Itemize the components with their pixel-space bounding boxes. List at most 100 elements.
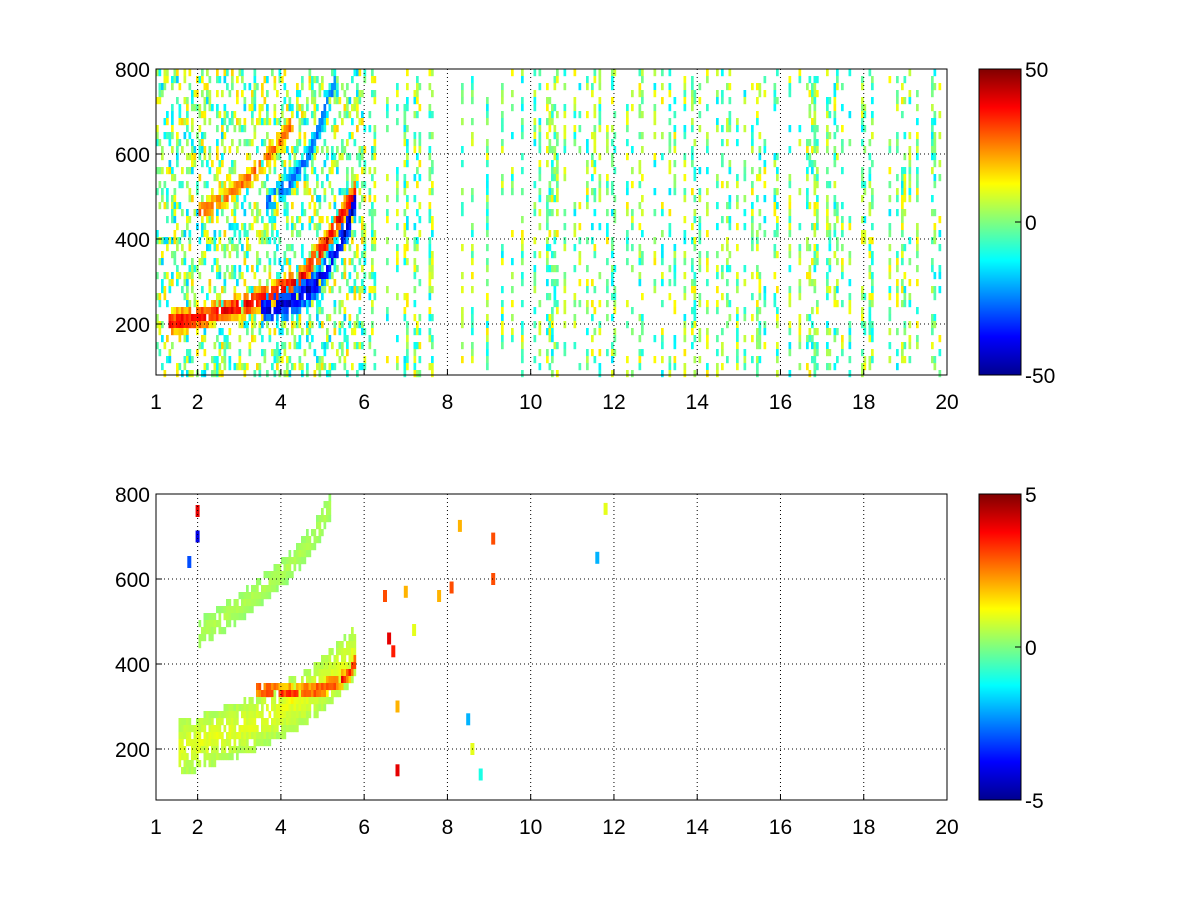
heatmap-cell [313,711,317,719]
heatmap-cell [236,181,239,189]
heatmap-cell [416,153,419,161]
heatmap-cell [668,370,672,378]
heatmap-cell [323,683,327,691]
heatmap-cell [223,704,227,712]
heatmap-cell [806,244,809,252]
heatmap-cell [683,132,687,140]
heatmap-cell [281,578,284,586]
heatmap-cell [211,760,214,768]
heatmap-cell [371,90,374,98]
heatmap-cell [593,286,597,294]
heatmap-cell [208,321,212,329]
heatmap-cell [206,746,209,754]
heatmap-cell [816,300,819,308]
heatmap-cell [276,118,279,126]
heatmap-cell [683,97,687,105]
heatmap-cell [931,139,934,147]
heatmap-cell [901,167,904,175]
heatmap-cell [328,104,332,112]
heatmap-cell [833,153,837,161]
heatmap-cell [826,272,829,280]
heatmap-cell [303,557,307,565]
plot-frame-top [155,68,948,376]
heatmap-cell [211,718,214,726]
heatmap-cell [283,293,287,301]
heatmap-cell [306,118,309,126]
heatmap-cell [201,111,204,119]
heatmap-cell [246,606,249,614]
heatmap-cell [406,342,409,350]
heatmap-cell [371,223,374,231]
heatmap-cell [598,97,602,105]
heatmap-cell [338,648,342,656]
heatmap-cell [248,718,252,726]
heatmap-cell [171,272,174,280]
heatmap-cell [416,328,419,336]
heatmap-cell [233,167,237,175]
heatmap-cell [788,209,792,217]
x-axis-ticks-top: 1 2 4 6 8 10 12 14 16 18 20 [150,369,959,414]
heatmap-cell [826,104,829,112]
heatmap-cell [673,300,677,308]
heatmap-cell [203,370,207,378]
heatmap-cell [931,314,934,322]
heatmap-cell [326,230,329,238]
heatmap-cell [158,293,162,301]
heatmap-cell [223,711,227,719]
heatmap-cell [346,174,349,182]
heatmap-cell [298,711,302,719]
heatmap-cell [673,356,677,364]
heatmap-cell [356,153,359,161]
heatmap-cell [403,139,407,147]
heatmap-cell [193,153,197,161]
heatmap-cell [578,237,582,245]
heatmap-cell [326,508,329,516]
heatmap-cell [173,202,177,210]
heatmap-cell [188,230,192,238]
heatmap-cell [183,132,187,140]
heatmap-cell [573,125,577,133]
heatmap-cell [826,209,829,217]
heatmap-cell [181,314,184,322]
heatmap-cell [683,153,687,161]
heatmap-cell [511,132,514,140]
heatmap-cell [331,683,334,691]
heatmap-cell [693,286,697,294]
heatmap-cell [311,529,314,537]
heatmap-cell [698,216,702,224]
heatmap-cell [208,118,212,126]
heatmap-cell [916,104,919,112]
heatmap-cell [328,223,332,231]
heatmap-cell [336,167,339,175]
heatmap-cell [338,328,342,336]
heatmap-cell [168,167,172,175]
heatmap-cell [728,251,732,259]
heatmap-cell [181,286,184,294]
heatmap-cell [161,279,164,287]
heatmap-cell [198,342,202,350]
heatmap-cell [901,300,904,308]
heatmap-cell [418,314,422,322]
heatmap-cell [631,167,634,175]
heatmap-cell [396,293,399,301]
heatmap-cell [736,349,739,357]
heatmap-cell [228,342,232,350]
heatmap-cell [336,683,339,691]
heatmap-cell [916,265,919,273]
heatmap-cell [281,160,284,168]
heatmap-cell [716,223,719,231]
heatmap-cell [673,125,677,133]
heatmap-cell [208,286,212,294]
heatmap-cell [683,335,687,343]
heatmap-cell [661,69,664,77]
heatmap-cell [216,125,219,133]
heatmap-cell [798,286,802,294]
heatmap-cell [318,223,322,231]
heatmap-cell [238,613,242,621]
heatmap-cell [546,258,549,266]
heatmap-cell [271,732,274,740]
heatmap-cell [178,363,182,371]
heatmap-cell [158,321,162,329]
heatmap-cell [816,349,819,357]
heatmap-cell [606,314,609,322]
